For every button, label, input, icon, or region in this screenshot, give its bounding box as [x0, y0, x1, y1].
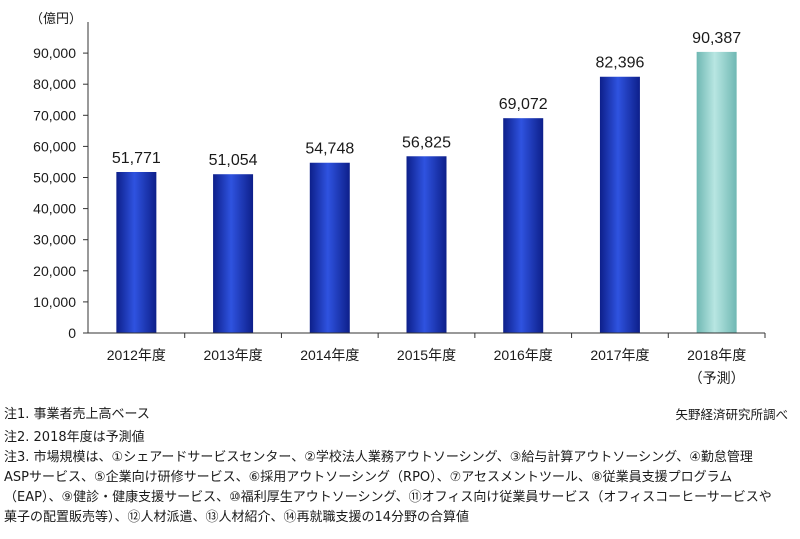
bar — [599, 76, 640, 333]
bar-value-label: 51,054 — [209, 152, 258, 169]
x-category-label: 2014年度 — [300, 347, 359, 363]
note-3-line-4: 菓子の配置販売等）、⑫人材派遣、⑬人材紹介、⑭再就職支援の14分野の合算値 — [4, 510, 470, 525]
y-tick-label: 40,000 — [33, 201, 76, 217]
bar — [213, 174, 254, 333]
x-category-label: 2017年度 — [590, 347, 649, 363]
bar-value-label: 51,771 — [112, 150, 161, 167]
bar-value-label: 69,072 — [499, 96, 548, 113]
bar-value-label: 56,825 — [402, 134, 451, 151]
bar-value-label: 82,396 — [595, 55, 644, 72]
x-category-label: 2015年度 — [397, 347, 456, 363]
y-tick-label: 70,000 — [33, 107, 76, 123]
x-axis: 2012年度 2013年度 2014年度 2015年度 2016年度 2017年度 2018… — [88, 332, 766, 386]
bar — [696, 51, 737, 334]
y-tick-label: 50,000 — [33, 170, 76, 186]
bar — [116, 171, 157, 333]
bar — [406, 156, 447, 333]
bar — [503, 118, 544, 333]
y-tick-label: 30,000 — [33, 232, 76, 248]
y-tick-label: 60,000 — [33, 138, 76, 154]
y-tick-label: 90,000 — [33, 45, 76, 61]
x-category-sublabel: （予測） — [689, 370, 745, 386]
y-axis: 0 10,000 20,000 30,000 40,000 50,000 60,000 70,… — [33, 22, 89, 341]
bars: 51,771 51,054 54,748 56,825 69,072 82,396 90,3… — [112, 30, 741, 334]
note-3-line-3: （EAP）、⑨健診・健康支援サービス、⑩福利厚生アウトソーシング、⑪オフィス向け… — [4, 490, 772, 505]
y-tick-label: 20,000 — [33, 263, 76, 279]
note-3-line-2: ASPサービス、⑤企業向け研修サービス、⑥採用アウトソーシング（RPO）、⑦アセ… — [4, 470, 733, 485]
x-category-label: 2016年度 — [494, 347, 553, 363]
x-category-label: 2018年度 — [687, 347, 746, 363]
x-category-label: 2013年度 — [203, 347, 262, 363]
x-category-label: 2012年度 — [107, 347, 166, 363]
y-tick-label: 80,000 — [33, 76, 76, 92]
bar-chart: （億円） 0 10,000 20,000 30,000 40,000 50,000 60,0… — [30, 11, 766, 386]
y-tick-label: 0 — [68, 325, 76, 341]
y-tick-label: 10,000 — [33, 294, 76, 310]
source-credit: 矢野経済研究所調べ — [675, 407, 788, 422]
note-1: 注1. 事業者売上高ベース — [4, 407, 150, 422]
note-3-line-1: 注3. 市場規模は、①シェアードサービスセンター、②学校法人業務アウトソーシング… — [4, 450, 753, 465]
bar-value-label: 54,748 — [305, 141, 354, 158]
y-axis-unit-label: （億円） — [30, 11, 82, 26]
bar — [309, 162, 350, 333]
note-2: 注2. 2018年度は予測値 — [4, 430, 145, 445]
bar-value-label: 90,387 — [692, 30, 741, 47]
